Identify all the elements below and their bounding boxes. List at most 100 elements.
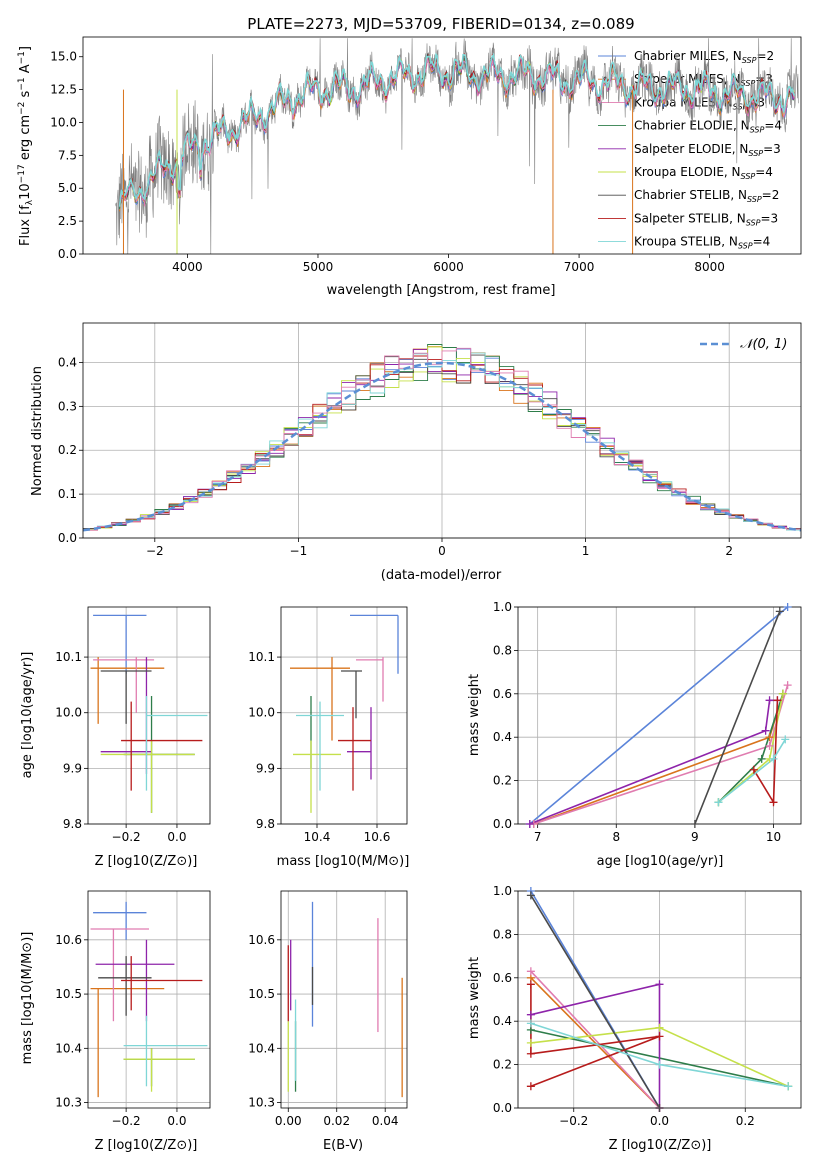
y-tick-label: 0.4 [58, 355, 77, 369]
mass-weight-marker [655, 980, 664, 989]
mass-weight-marker [783, 681, 792, 690]
residual-ylabel: Normed distribution [30, 366, 45, 496]
weight-vs-age-plot: 7 8 9 10 0.0 0.2 0.4 0.6 0.8 1.0 [493, 600, 802, 844]
residuals-plot: −2 −1 0 1 2 0.0 0.1 0.2 0.3 0.4 [58, 322, 802, 558]
y-tick-label: 0.0 [493, 1101, 512, 1115]
mass-weight-marker [749, 765, 758, 774]
residuals-marks [83, 344, 801, 532]
age-vs-z-panel: Z [log10(Z/Z⊙)] age [log10(age/yr)] [20, 652, 197, 869]
legend-label: Kroupa ELODIE, NSSP=4 [634, 165, 773, 181]
residual-panel: (data-model)/error Normed distribution 𝒩… [30, 337, 787, 583]
mass-weight-marker [765, 696, 774, 705]
residual-xlabel: (data-model)/error [381, 568, 502, 583]
model-spectrum-line [118, 52, 795, 207]
mass-weight-marker [526, 1019, 535, 1028]
x-tick-label: 5000 [303, 260, 334, 274]
legend-label: Chabrier MILES, NSSP=2 [634, 49, 774, 65]
weight-vs-z-ylabel: mass weight [467, 957, 482, 1039]
weight-vs-age-frame [517, 606, 802, 825]
x-tick-label: 7 [534, 830, 542, 844]
x-tick-label: 8 [612, 830, 620, 844]
mass-weight-marker [769, 798, 778, 807]
weight-vs-age-ylabel: mass weight [467, 674, 482, 756]
y-tick-label: 0.2 [58, 443, 77, 457]
x-tick-label: −0.2 [112, 1114, 141, 1128]
y-tick-label: 0.2 [493, 774, 512, 788]
y-tick-label: 0.2 [493, 1058, 512, 1072]
y-tick-label: 10.0 [50, 115, 77, 129]
age-vs-mass-xlabel: mass [log10(M/M⊙)] [277, 854, 410, 869]
mass-weight-marker [778, 689, 787, 698]
mass-vs-EBV-frame [280, 890, 408, 1109]
y-tick-label: 10.0 [248, 706, 275, 720]
figure-title: PLATE=2273, MJD=53709, FIBERID=0134, z=0… [247, 15, 634, 33]
y-tick-label: 0.6 [493, 687, 512, 701]
mass-weight-marker [765, 733, 774, 742]
y-tick-label: 10.4 [55, 1041, 82, 1055]
x-tick-label: 10 [766, 830, 781, 844]
y-tick-label: 10.4 [248, 1041, 275, 1055]
mass-weight-line [529, 607, 789, 824]
residual-legend-label: 𝒩(0, 1) [740, 337, 787, 352]
age-vs-mass-frame [280, 606, 408, 825]
y-tick-label: 0.6 [493, 971, 512, 985]
legend-label: Chabrier ELODIE, NSSP=4 [634, 119, 782, 135]
mass-weight-marker [525, 820, 534, 828]
mass-weight-marker [775, 607, 784, 616]
normal-curve-line [83, 361, 801, 532]
x-tick-label: 1 [582, 544, 590, 558]
y-tick-label: 9.8 [63, 817, 82, 831]
mass-weight-marker [757, 754, 766, 763]
x-tick-label: 0.0 [167, 1114, 186, 1128]
y-tick-label: 7.5 [58, 148, 77, 162]
spectrum-frame [82, 36, 802, 255]
mass-weight-marker [526, 980, 535, 989]
y-tick-label: 1.0 [493, 600, 512, 614]
y-tick-label: 10.6 [248, 933, 275, 947]
y-tick-label: 10.6 [55, 933, 82, 947]
x-tick-label: −0.2 [559, 1114, 588, 1128]
mass-weight-marker [769, 754, 778, 763]
weight-vs-age-marks [529, 607, 789, 824]
y-tick-label: 9.9 [63, 761, 82, 775]
age-vs-Z-frame [87, 606, 211, 825]
mass-weight-marker [783, 603, 792, 611]
y-tick-label: 0.4 [493, 730, 512, 744]
age-vs-mass-marks [290, 614, 399, 813]
mass-weight-marker [526, 1038, 535, 1047]
x-tick-label: −1 [290, 544, 308, 558]
x-tick-label: 10.4 [304, 830, 331, 844]
mass-vs-Z-marks [90, 901, 208, 1098]
weight-vs-age-xlabel: age [log10(age/yr)] [597, 854, 724, 869]
mass-weight-line [530, 984, 660, 1088]
mass-weight-marker [526, 967, 535, 976]
x-tick-label: −0.2 [112, 830, 141, 844]
mass-weight-marker [655, 1104, 664, 1112]
x-tick-label: −2 [146, 544, 164, 558]
y-tick-label: 10.1 [55, 650, 82, 664]
y-tick-label: 10.0 [55, 706, 82, 720]
age-vs-Z-plot: −0.2 0.0 9.8 9.9 10.0 10.1 [55, 606, 211, 844]
y-tick-label: 10.1 [248, 650, 275, 664]
legend-label: Salpeter STELIB, NSSP=3 [634, 211, 778, 227]
y-tick-label: 0.8 [493, 927, 512, 941]
age-vs-z-xlabel: Z [log10(Z/Z⊙)] [95, 854, 198, 869]
mass-vs-z-ylabel: mass [log10(M/M⊙)] [20, 932, 35, 1065]
legend-label: Salpeter ELODIE, NSSP=3 [634, 142, 781, 158]
mass-weight-marker [526, 1049, 535, 1058]
weight-vs-z-xlabel: Z [log10(Z/Z⊙)] [609, 1138, 712, 1153]
mass-vs-z-xlabel: Z [log10(Z/Z⊙)] [95, 1138, 198, 1153]
y-tick-label: 0.0 [58, 531, 77, 545]
plot-layer: 4000 5000 6000 7000 80000.02.55.07.510.012.5… [17, 36, 802, 1128]
y-tick-label: 0.0 [58, 247, 77, 261]
x-tick-label: 7000 [564, 260, 595, 274]
x-tick-label: 0 [438, 544, 446, 558]
mass-weight-marker [781, 735, 790, 744]
y-tick-label: 0.8 [493, 643, 512, 657]
weight-vs-age-panel: age [log10(age/yr)] mass weight [467, 674, 723, 869]
x-tick-label: 0.02 [323, 1114, 350, 1128]
mass-weight-line [530, 970, 661, 1108]
y-tick-label: 5.0 [58, 181, 77, 195]
residual-histogram-step [83, 347, 801, 531]
mass-weight-marker [526, 891, 535, 900]
